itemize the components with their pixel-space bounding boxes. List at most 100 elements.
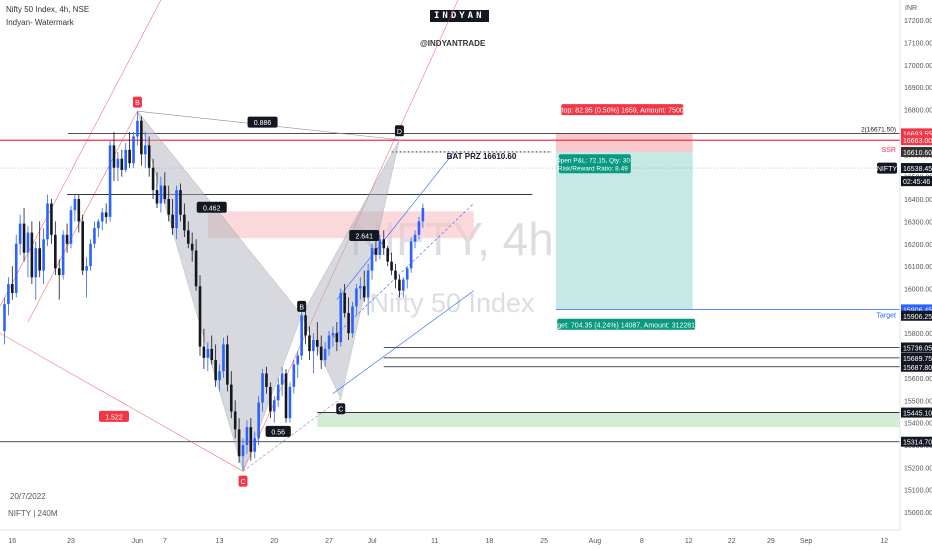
candle [413, 230, 417, 249]
x-tick-label: 20 [270, 538, 278, 545]
candle [85, 257, 88, 298]
candle [359, 277, 362, 300]
svg-text:C: C [240, 479, 245, 486]
chart-title: Nifty 50 Index, 4h, NSE [6, 5, 90, 14]
pattern-point-b: B [297, 300, 307, 312]
y-tick-label: 15400.00 [904, 421, 932, 428]
channel-upper [336, 151, 455, 300]
svg-text:D: D [397, 129, 402, 136]
svg-text:16538.45: 16538.45 [903, 166, 932, 173]
candle [18, 214, 22, 255]
candle [116, 152, 120, 182]
candle [132, 131, 135, 168]
x-tick-label: 22 [728, 538, 736, 545]
candle [335, 322, 339, 352]
candle [104, 203, 108, 224]
svg-text:16663.00: 16663.00 [903, 138, 932, 145]
candle [57, 259, 61, 300]
svg-text:Stop: 82.95 (0.50%) 1659, Amou: Stop: 82.95 (0.50%) 1659, Amount: 75000 [557, 108, 688, 115]
x-tick-label: 7 [163, 538, 167, 545]
y-tick-label: 15200.00 [904, 465, 932, 472]
x-tick-label: 12 [880, 538, 888, 545]
candle [140, 116, 143, 166]
level-2-label: 2(16671.50) [861, 126, 896, 133]
fib-line-1 [0, 0, 162, 307]
candle [222, 337, 225, 378]
symbol-tag: NIFTY [877, 162, 897, 174]
candle [151, 158, 155, 200]
candle [218, 364, 221, 392]
y-tick-label: 15000.00 [904, 510, 932, 517]
candle [93, 221, 96, 249]
price-level-tag: 15689.75 [901, 352, 932, 363]
price-level-tag: 16663.00 [901, 135, 932, 146]
candle [124, 143, 128, 173]
risk-reward-text: Risk/Reward Ratio: 8.49 [558, 165, 628, 172]
candle [398, 275, 401, 298]
candle [253, 431, 257, 459]
candle [233, 400, 237, 439]
candle [296, 351, 300, 378]
candle [409, 237, 413, 273]
candle [405, 266, 409, 289]
svg-text:16693.55: 16693.55 [903, 131, 932, 138]
ratio-label: 0.462 [196, 201, 227, 213]
candle [206, 342, 210, 372]
candle [261, 368, 264, 412]
candle [347, 297, 350, 340]
y-tick-label: 15600.00 [904, 376, 932, 383]
candle [245, 420, 249, 454]
x-tick-label: 11 [431, 538, 438, 545]
svg-text:0.886: 0.886 [254, 120, 272, 127]
prz-label: BAT PRZ 16610.60 [447, 152, 517, 161]
candle [378, 234, 382, 260]
candle [175, 185, 178, 240]
pattern-xab [137, 110, 303, 473]
y-tick-label: 15500.00 [904, 398, 932, 405]
y-tick-label: 16000.00 [904, 286, 932, 293]
candle [3, 297, 6, 345]
svg-text:15314.70: 15314.70 [903, 440, 932, 447]
open-pl-text: Open P&L: 72.15, Qty: 30 [556, 157, 631, 164]
candle [26, 225, 30, 278]
ssr-label: SSR [882, 147, 896, 154]
candle [339, 288, 343, 347]
candle [386, 245, 389, 267]
candle [112, 131, 116, 182]
candle [50, 199, 53, 244]
candle [327, 330, 331, 356]
stop-annotation: Stop: 82.95 (0.50%) 1659, Amount: 75000 [557, 104, 688, 116]
pattern-point-d: D [394, 125, 404, 137]
candle [241, 438, 245, 470]
y-tick-label: 17200.00 [904, 18, 932, 25]
candle [38, 221, 41, 278]
x-tick-label: 27 [325, 538, 333, 545]
svg-text:15445.10: 15445.10 [903, 411, 932, 418]
candle [390, 252, 393, 276]
svg-text:16610.60: 16610.60 [903, 150, 932, 157]
candle [46, 194, 49, 246]
price-level-tag: 15687.80 [901, 361, 932, 372]
target-annotation: Target: 704.35 (4.24%) 14087, Amount: 31… [548, 318, 705, 330]
price-level-tag: 15906.25 [901, 310, 932, 321]
svg-text:1.522: 1.522 [105, 414, 123, 421]
candle [167, 185, 171, 222]
candle [89, 239, 92, 271]
candle [81, 214, 84, 276]
footer-symbol: NIFTY | 240M [8, 509, 58, 518]
x-tick-label: 12 [685, 538, 693, 545]
candle [421, 203, 425, 229]
candle [237, 418, 241, 463]
candle [186, 221, 190, 249]
indicator-label: Indyan- Watermark [6, 18, 74, 27]
candle [179, 183, 182, 222]
candle [69, 205, 73, 249]
candle [362, 270, 366, 302]
candle [30, 221, 34, 285]
svg-text:0.462: 0.462 [203, 205, 221, 212]
candle [276, 377, 280, 408]
target-zone [555, 151, 693, 310]
y-tick-label: 16800.00 [904, 108, 932, 115]
